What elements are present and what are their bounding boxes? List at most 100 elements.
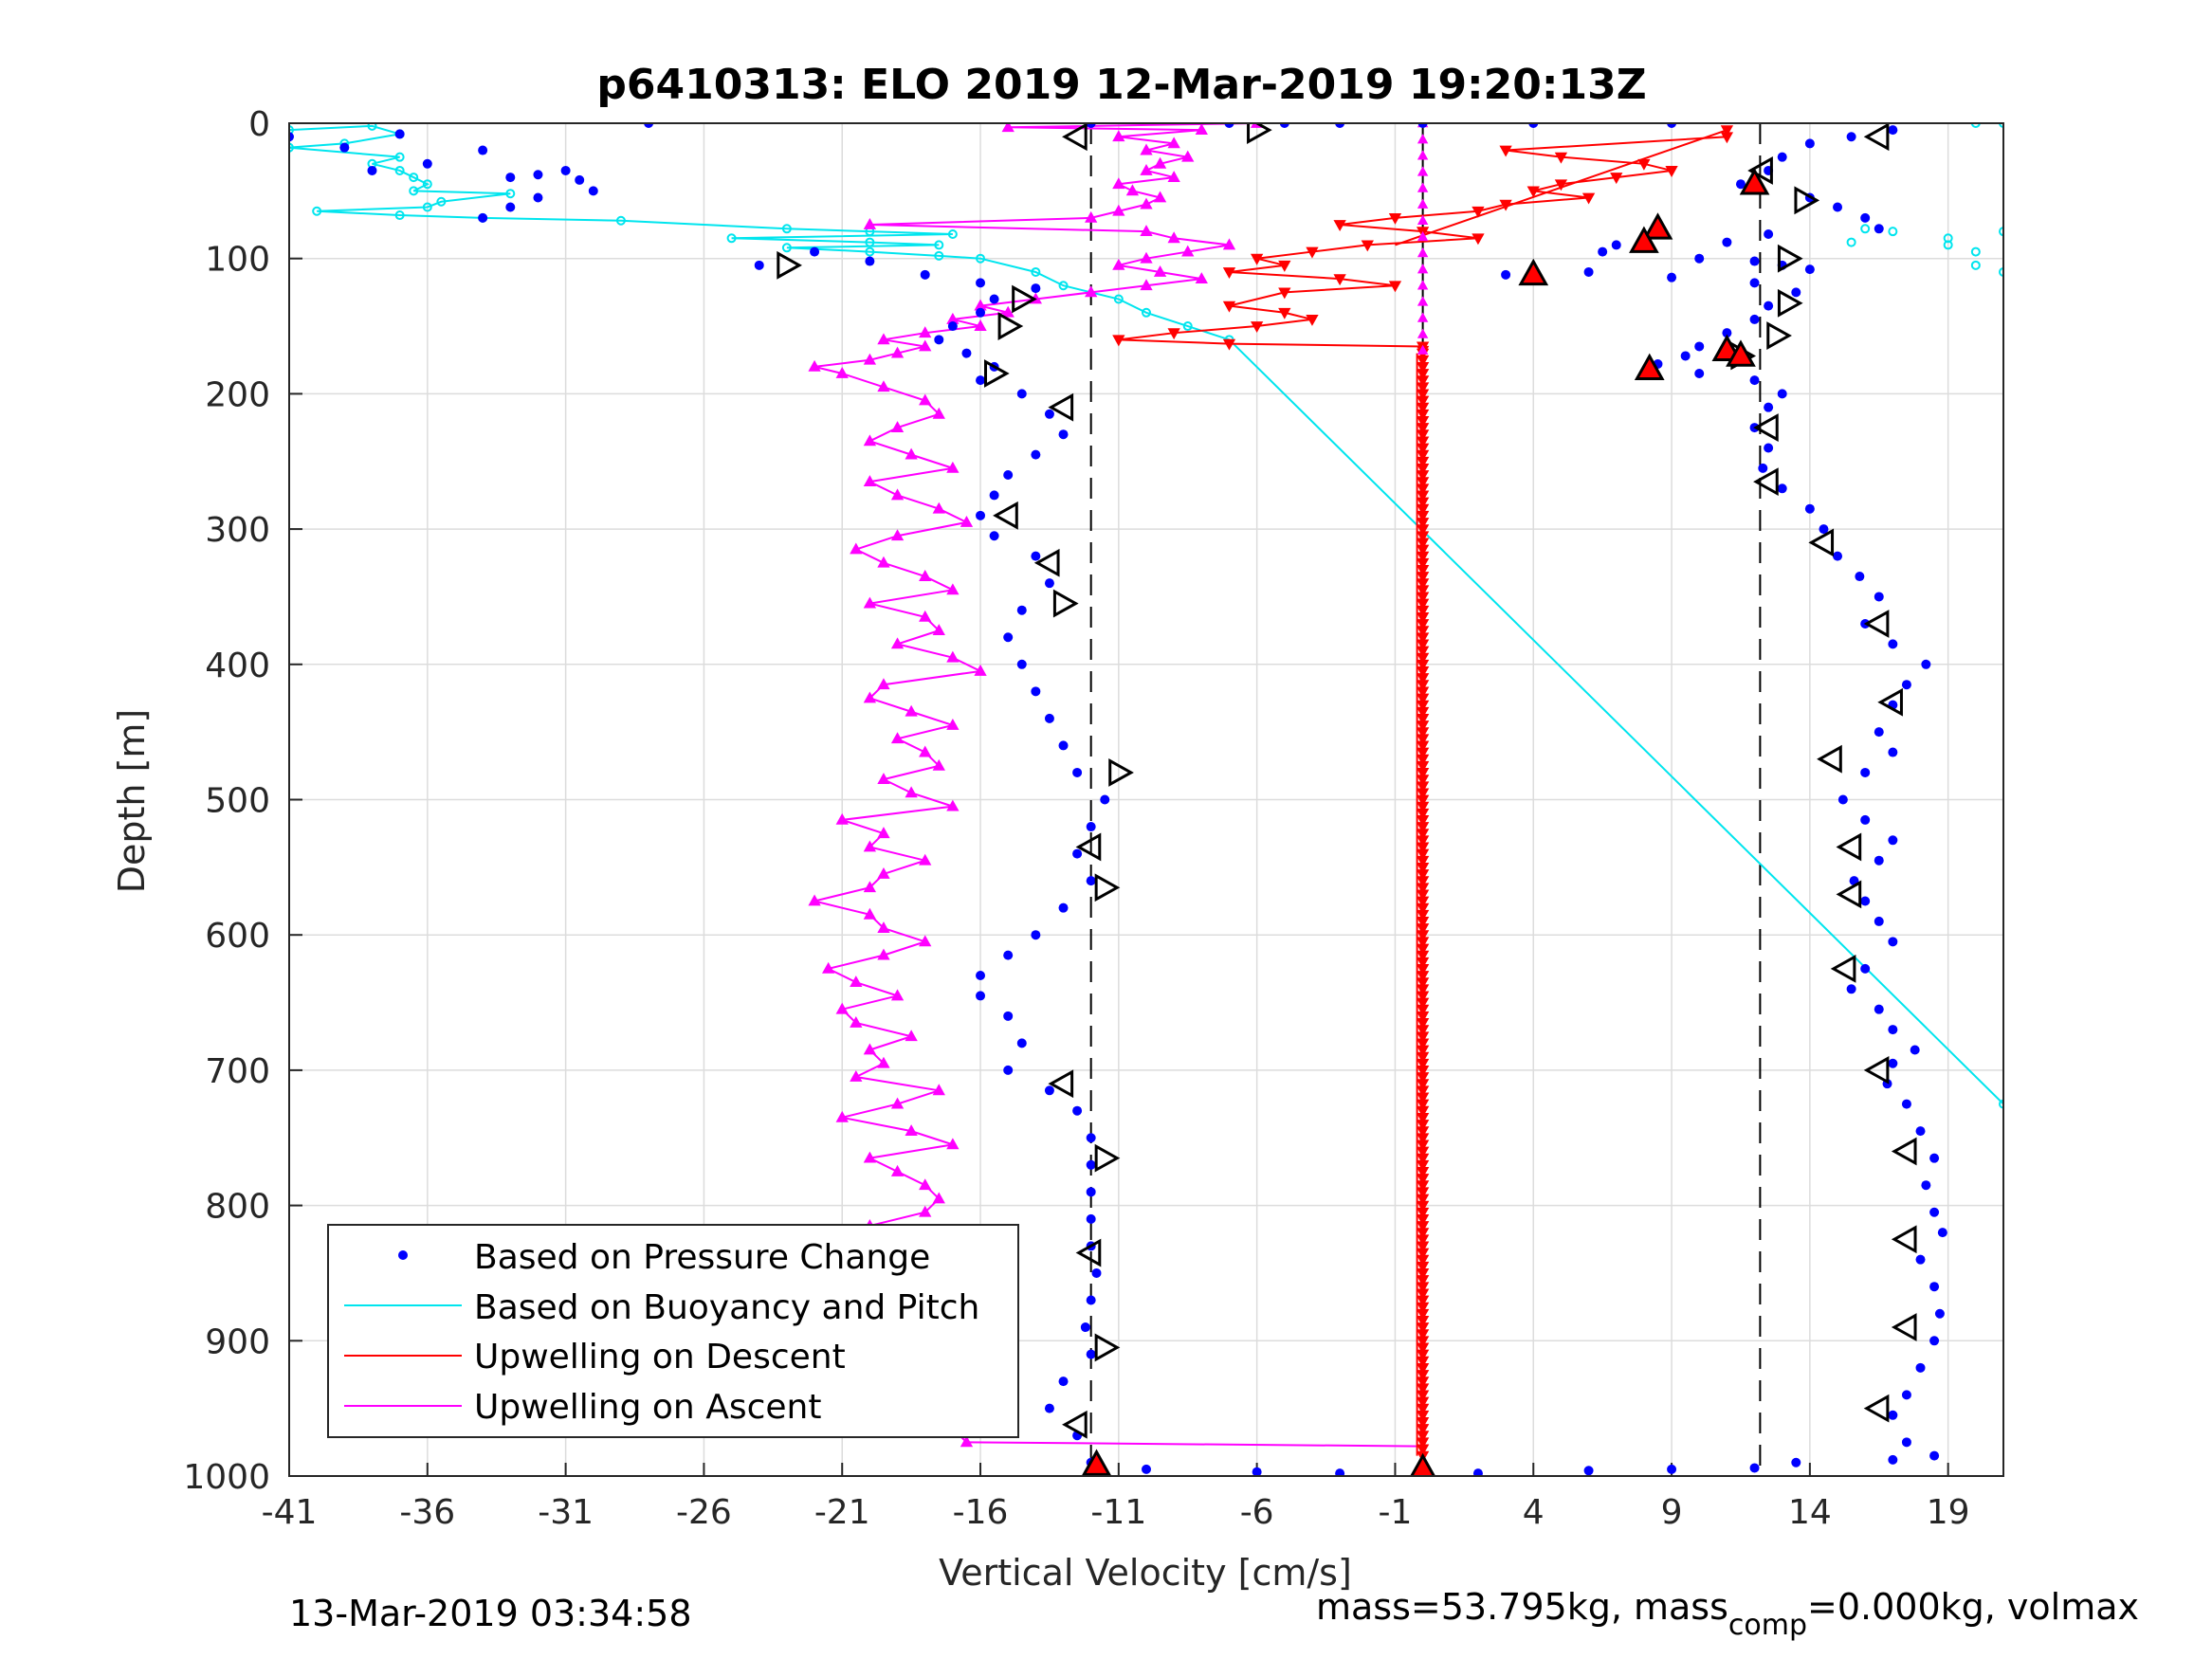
pressure-point: [1003, 1011, 1014, 1021]
descent-point: [1472, 233, 1485, 246]
red-triangle-marker: [1518, 258, 1549, 286]
descent-column-point: [1416, 706, 1430, 719]
red-triangle-marker: [1629, 226, 1659, 253]
descent-point: [1333, 274, 1346, 286]
pressure-point: [1860, 212, 1871, 223]
legend-label-descent: Upwelling on Descent: [474, 1338, 846, 1376]
pressure-point: [289, 132, 294, 142]
descent-column-point: [1416, 531, 1430, 543]
pressure-point: [1044, 713, 1054, 723]
ascent-point: [863, 434, 877, 447]
descent-point: [1250, 321, 1264, 334]
pressure-point: [1279, 123, 1289, 128]
pressure-point: [588, 186, 598, 196]
descent-column-point: [1416, 510, 1430, 522]
pressure-point: [1901, 1437, 1911, 1448]
legend-entry-descent: Upwelling on Descent: [344, 1338, 846, 1376]
pressure-point: [1888, 937, 1898, 947]
pressure-point: [1072, 1105, 1083, 1116]
descent-column-point: [1416, 1025, 1430, 1037]
ascent-point: [1222, 238, 1236, 250]
ascent-point: [1181, 150, 1195, 162]
ascent-point: [877, 866, 890, 879]
descent-point: [1250, 253, 1264, 265]
buoyancy-point: [947, 229, 958, 240]
ascent-point: [974, 299, 987, 311]
descent-column-point: [1416, 557, 1430, 570]
descent-column-point: [1416, 734, 1430, 746]
ascent-point: [919, 570, 932, 581]
descent-column-point: [1416, 423, 1430, 435]
descent-column-point: [1416, 1444, 1430, 1456]
pressure-point: [1016, 389, 1027, 399]
pressure-point: [1583, 1466, 1594, 1476]
buoyancy-point: [394, 152, 405, 162]
descent-point: [1554, 152, 1568, 164]
ascent-column-point: [1417, 150, 1429, 160]
descent-column-point: [1416, 1295, 1430, 1307]
descent-column-point: [1416, 1396, 1430, 1409]
descent-point: [1278, 260, 1291, 272]
descent-column-point: [1416, 788, 1430, 800]
ascent-column-point: [1417, 296, 1429, 306]
descent-column-point: [1416, 1383, 1430, 1395]
pressure-point: [1722, 237, 1732, 247]
red-triangle-marker: [1081, 1449, 1112, 1476]
descent-column-point: [1416, 389, 1430, 401]
ascent-column-point: [1417, 246, 1429, 258]
ascent-point: [863, 840, 877, 852]
buoyancy-point: [1970, 123, 1981, 128]
ascent-point: [863, 218, 877, 229]
ascent-column-point: [1417, 312, 1429, 322]
ascent-point: [1001, 123, 1015, 133]
mass-footer-prefix: mass=53.795kg, mass: [1316, 1586, 1728, 1628]
descent-column-point: [1416, 395, 1430, 408]
y-tick-label: 0: [248, 105, 270, 144]
descent-column-point: [1416, 1437, 1430, 1449]
descent-column-point: [1416, 443, 1430, 455]
ascent-point: [890, 1097, 905, 1109]
descent-column-point: [1416, 1112, 1430, 1124]
pressure-point: [1058, 740, 1069, 751]
buoyancy-point: [312, 206, 322, 216]
descent-column-point: [1416, 896, 1430, 908]
pressure-point: [1016, 1038, 1027, 1048]
buoyancy-point: [1142, 307, 1151, 318]
descent-column-point: [1416, 1268, 1430, 1280]
descent-column-point: [1416, 572, 1430, 584]
descent-column-point: [1416, 1213, 1430, 1226]
pressure-point: [1929, 1207, 1940, 1217]
pressure-point: [533, 192, 543, 203]
y-tick-label: 400: [205, 647, 270, 685]
mass-footer-subscript: comp: [1728, 1609, 1807, 1642]
pressure-point: [1901, 680, 1911, 690]
descent-column-point: [1416, 449, 1430, 462]
left-triangle-marker: [1808, 528, 1835, 557]
ascent-point: [932, 624, 945, 636]
descent-column-point: [1416, 1187, 1430, 1199]
pressure-point: [1086, 1213, 1096, 1224]
descent-point: [1112, 335, 1125, 347]
descent-column-point: [1416, 1248, 1430, 1260]
ascent-point: [808, 359, 821, 372]
pressure-point: [1086, 1133, 1096, 1143]
descent-column-point: [1416, 1159, 1430, 1172]
right-triangle-marker: [1794, 186, 1820, 215]
pressure-point: [1091, 1267, 1102, 1278]
pressure-point: [989, 294, 999, 304]
buoyancy-point: [1058, 281, 1069, 291]
descent-point: [1554, 179, 1568, 191]
pressure-point: [920, 269, 930, 280]
ascent-point: [877, 827, 890, 839]
descent-point: [1278, 287, 1291, 300]
ascent-point: [877, 678, 890, 690]
y-tick-label: 1000: [183, 1458, 270, 1497]
pressure-point: [422, 158, 432, 169]
descent-column-point: [1416, 1092, 1430, 1104]
descent-column-point: [1416, 848, 1430, 861]
legend-pressure-dot-icon: [398, 1250, 408, 1260]
pressure-point: [1777, 389, 1787, 399]
descent-column-point: [1416, 1153, 1430, 1165]
buoyancy-point: [976, 253, 986, 264]
ascent-point: [960, 1435, 974, 1448]
